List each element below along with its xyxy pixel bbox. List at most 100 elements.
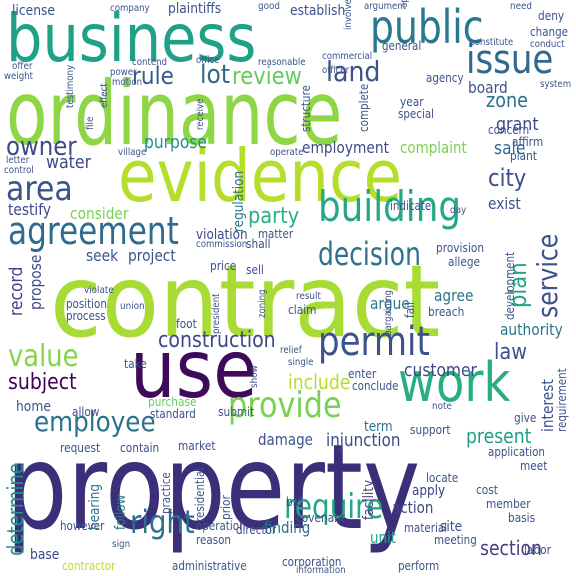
word-conduct: conduct (530, 39, 565, 50)
word-area: area (6, 169, 73, 209)
word-testify: testify (8, 200, 51, 219)
word-position: position (66, 297, 107, 311)
word-argue: argue (370, 294, 410, 313)
word-require: require (284, 487, 384, 527)
word-evidence: evidence (118, 134, 403, 218)
word-shall: shall (246, 237, 271, 251)
word-land: land (326, 55, 381, 88)
word-rule: rule (132, 62, 174, 90)
word-base: base (30, 547, 60, 563)
word-bargaining: bargaining (383, 290, 394, 336)
word-sell: sell (246, 263, 264, 277)
word-give: give (514, 411, 537, 425)
word-prior: prior (219, 495, 233, 520)
word-record: record (6, 266, 27, 316)
word-motion: motion (112, 77, 143, 88)
word-provide: provide (228, 385, 342, 426)
word-include: include (288, 370, 351, 394)
word-term: term (364, 419, 393, 435)
word-structure: structure (299, 85, 313, 132)
word-contract: contract (50, 243, 441, 360)
word-follow: follow (113, 494, 129, 530)
word-employee: employee (34, 405, 156, 438)
word-city: city (488, 164, 527, 192)
word-plant: plant (510, 149, 537, 163)
word-site: site (440, 519, 463, 535)
word-commission: commission (196, 239, 248, 250)
word-violate: violate (84, 285, 114, 296)
word-standard: standard (150, 407, 196, 421)
word-concern: concern (488, 123, 530, 137)
word-single: single (288, 357, 314, 368)
word-foot: foot (176, 317, 197, 331)
word-exist: exist (488, 194, 521, 213)
word-issue: issue (466, 37, 554, 83)
word-zone: zone (486, 88, 528, 112)
word-corporation: corporation (282, 555, 342, 569)
word-office: office (196, 55, 220, 66)
word-deny: deny (538, 9, 565, 23)
word-letter: letter (6, 155, 30, 166)
word-contend: contend (132, 57, 168, 68)
word-basis: basis (508, 511, 536, 525)
word-provision: provision (436, 241, 485, 255)
word-indicate: indicate (390, 199, 432, 213)
word-violation: violation (196, 227, 248, 243)
word-result: result (296, 291, 321, 302)
word-zoning: zoning (257, 289, 268, 318)
word-work: work (398, 351, 511, 414)
word-cost: cost (476, 483, 498, 497)
word-project: project (128, 246, 176, 265)
word-permit: permit (318, 319, 430, 365)
word-constitute: constitute (470, 37, 514, 48)
word-commercial: commercial (322, 51, 373, 62)
word-allege: allege (448, 255, 481, 269)
word-director: director (236, 523, 277, 537)
word-weight: weight (4, 71, 33, 82)
word-facility: facility (361, 479, 377, 520)
word-effect: effect (99, 83, 110, 108)
word-fail: fail (403, 301, 417, 318)
word-consider: consider (70, 204, 129, 223)
word-information: information (296, 565, 346, 576)
word-use: use (130, 323, 258, 416)
word-operate: operate (270, 147, 304, 158)
word-value: value (8, 339, 79, 374)
word-support: support (410, 423, 451, 437)
word-reason: reason (196, 533, 231, 547)
word-home: home (16, 399, 51, 415)
word-license: license (12, 3, 56, 19)
word-agree: agree (434, 286, 474, 305)
word-year: year (400, 95, 424, 109)
word-locate: locate (426, 471, 459, 485)
word-lot: lot (200, 60, 230, 90)
word-interest: interest (538, 379, 557, 432)
word-note: note (432, 401, 452, 412)
word-service: service (531, 233, 564, 318)
word-file: file (85, 116, 96, 130)
word-authority: authority (500, 320, 563, 339)
word-president: president (211, 293, 222, 334)
word-agency: agency (426, 71, 464, 85)
word-day: day (450, 205, 467, 216)
word-construction: construction (158, 328, 276, 353)
word-apply: apply (412, 483, 446, 499)
word-general: general (382, 39, 422, 53)
word-purpose: purpose (144, 132, 207, 153)
word-customer: customer (404, 360, 477, 381)
word-damage: damage (258, 430, 313, 449)
word-argument: argument (364, 1, 407, 12)
word-claim: claim (288, 303, 317, 317)
word-enter: enter (348, 367, 377, 381)
word-good: good (258, 1, 280, 12)
word-market: market (178, 439, 216, 453)
word-contain: contain (120, 441, 160, 455)
word-price: price (210, 259, 237, 273)
word-practice: practice (159, 472, 173, 514)
word-control: control (4, 165, 34, 176)
word-matter: matter (258, 227, 294, 241)
word-establish: establish (290, 3, 346, 19)
word-purchase: purchase (148, 395, 197, 409)
word-board: board (468, 78, 508, 97)
